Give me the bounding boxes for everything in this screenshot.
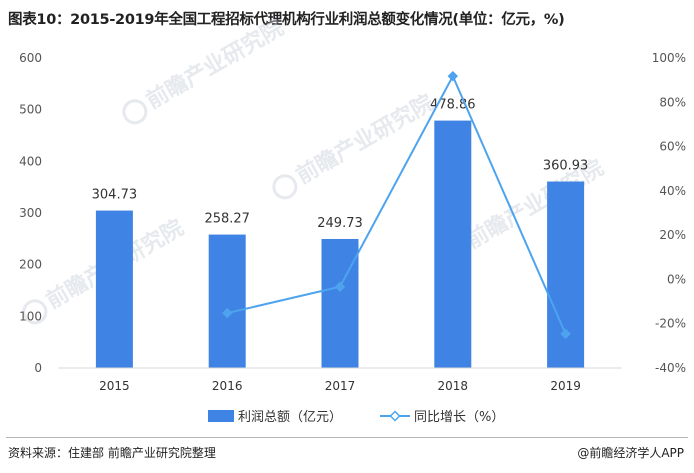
bar-data-label: 249.73 bbox=[317, 216, 363, 231]
source-note: 资料来源：住建部 前瞻产业研究院整理 bbox=[8, 446, 216, 460]
left-axis-tick-label: 600 bbox=[19, 51, 42, 65]
right-axis-tick-label: 100% bbox=[652, 51, 686, 65]
bar-data-label: 304.73 bbox=[92, 188, 138, 203]
right-axis-tick-label: 60% bbox=[659, 140, 686, 154]
x-axis-tick-label: 2019 bbox=[550, 379, 581, 393]
footer-divider bbox=[6, 437, 688, 438]
left-axis-tick-label: 500 bbox=[19, 103, 42, 117]
qianzhan-logo-icon bbox=[22, 299, 48, 325]
right-axis-tick-label: 20% bbox=[659, 228, 686, 242]
bar bbox=[208, 234, 246, 368]
left-axis: 0 100 200 300 400 500 600 bbox=[19, 51, 42, 375]
line-point bbox=[560, 328, 571, 340]
right-axis: -40% -20% 0% 20% 40% 60% 80% 100% bbox=[652, 51, 686, 375]
right-axis-tick-label: 0% bbox=[667, 272, 686, 286]
legend-diamond-icon bbox=[389, 410, 401, 422]
line-series bbox=[221, 70, 571, 340]
chart-title: 图表10：2015-2019年全国工程招标代理机构行业利润总额变化情况(单位：亿… bbox=[8, 12, 565, 28]
bar bbox=[321, 238, 359, 368]
qianzhan-logo-icon bbox=[122, 99, 148, 125]
legend-bar-swatch bbox=[208, 410, 234, 422]
legend: 利润总额（亿元） 同比增长（%） bbox=[208, 410, 504, 425]
bar-series bbox=[95, 120, 585, 369]
left-axis-tick-label: 400 bbox=[19, 154, 42, 168]
x-axis: 2015 2016 2017 2018 2019 bbox=[99, 379, 581, 393]
left-axis-tick-label: 0 bbox=[34, 361, 42, 375]
bar bbox=[434, 120, 472, 369]
right-axis-tick-label: -20% bbox=[655, 317, 686, 331]
line-point bbox=[221, 307, 233, 319]
right-axis-tick-label: -40% bbox=[655, 361, 686, 375]
x-axis-tick-label: 2015 bbox=[99, 379, 130, 393]
left-axis-tick-label: 300 bbox=[19, 206, 42, 220]
bar-data-label: 360.93 bbox=[543, 159, 589, 174]
left-axis-tick-label: 100 bbox=[19, 309, 42, 323]
bar-data-label: 258.27 bbox=[204, 212, 250, 227]
brand-credit: @前瞻经济学人APP bbox=[577, 446, 684, 460]
legend-bar-label: 利润总额（亿元） bbox=[238, 410, 342, 425]
watermark: 前瞻产业研究院 bbox=[272, 90, 438, 200]
watermark-text: 前瞻产业研究院 bbox=[292, 90, 438, 190]
growth-line bbox=[226, 73, 567, 335]
x-axis-tick-label: 2017 bbox=[325, 379, 356, 393]
bar bbox=[95, 210, 133, 368]
left-axis-tick-label: 200 bbox=[19, 258, 42, 272]
line-point bbox=[334, 281, 346, 292]
x-axis-tick-label: 2018 bbox=[438, 379, 469, 393]
right-axis-tick-label: 80% bbox=[659, 95, 686, 109]
right-axis-tick-label: 40% bbox=[659, 184, 686, 198]
watermark: 前瞻产业研究院 bbox=[122, 15, 288, 125]
watermark-text: 前瞻产业研究院 bbox=[142, 15, 288, 115]
qianzhan-logo-icon bbox=[272, 174, 298, 200]
bar bbox=[547, 181, 585, 368]
line-point bbox=[447, 70, 459, 82]
legend-line-label: 同比增长（%） bbox=[414, 410, 504, 425]
x-axis-tick-label: 2016 bbox=[212, 379, 243, 393]
